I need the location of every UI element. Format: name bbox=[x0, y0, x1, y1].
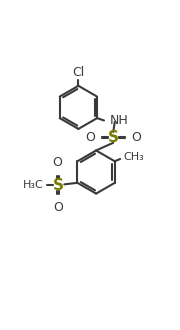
Text: H₃C: H₃C bbox=[23, 180, 44, 190]
Text: CH₃: CH₃ bbox=[123, 152, 144, 162]
Text: O: O bbox=[86, 131, 96, 144]
Text: O: O bbox=[53, 156, 62, 169]
Text: Cl: Cl bbox=[72, 66, 85, 79]
Text: S: S bbox=[53, 178, 64, 193]
Text: O: O bbox=[53, 201, 63, 214]
Text: O: O bbox=[131, 131, 141, 144]
Text: NH: NH bbox=[110, 114, 129, 127]
Text: S: S bbox=[108, 130, 119, 145]
